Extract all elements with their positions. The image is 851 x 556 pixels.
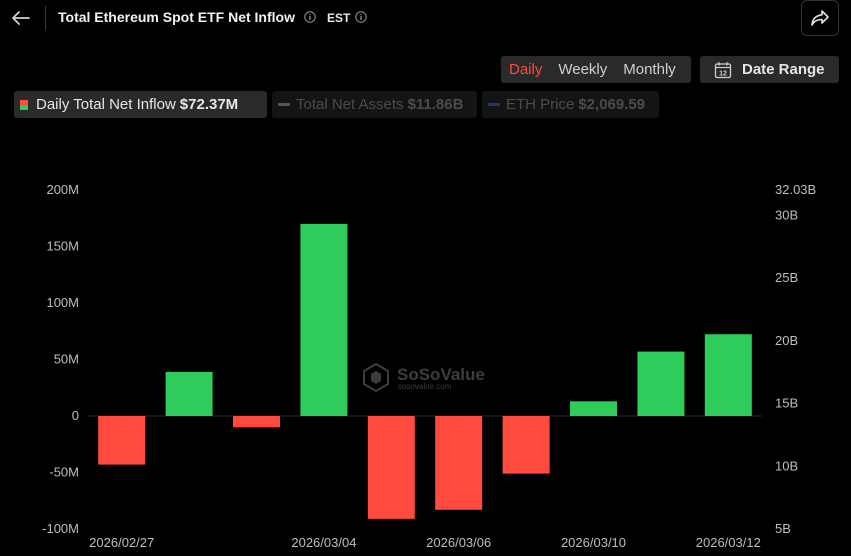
x-tick-label: 2026/03/12 <box>696 535 761 550</box>
bar-color-swatch <box>20 99 28 110</box>
sosovalue-logo-icon <box>363 362 389 393</box>
watermark-domain: sosovalue.com <box>398 382 452 391</box>
date-range-button[interactable]: 12 Date Range <box>700 56 839 83</box>
legend-daily-net-inflow[interactable]: Daily Total Net Inflow $72.37M <box>14 91 267 118</box>
y2-tick-label: 30B <box>775 207 798 222</box>
legend-label: Total Net Assets <box>296 96 404 113</box>
info-icon[interactable] <box>304 11 316 23</box>
y2-tick-label: 25B <box>775 270 798 285</box>
legend-value: $2,069.59 <box>578 96 646 113</box>
y-axis-left: -100M -50M 0 50M 100M 150M 200M <box>42 182 79 536</box>
x-tick-label: 2026/03/04 <box>291 535 356 550</box>
x-tick-label: 2026/02/27 <box>89 535 154 550</box>
y2-tick-label: 10B <box>775 458 798 473</box>
share-button[interactable] <box>801 0 839 36</box>
tab-daily[interactable]: Daily <box>509 61 543 78</box>
bar-2026/03/05 <box>367 416 415 519</box>
share-icon <box>811 10 829 26</box>
calendar-icon: 12 <box>714 61 732 78</box>
bar-2026/03/12 <box>704 334 752 416</box>
y-tick-label: -100M <box>42 521 79 536</box>
timezone-info-icon[interactable] <box>355 11 367 23</box>
bar-2026/03/02 <box>165 371 213 416</box>
y-tick-label: -50M <box>49 465 79 480</box>
y2-tick-label: 5B <box>775 521 791 536</box>
bar-2026/03/11 <box>637 351 685 416</box>
legend-value: $72.37M <box>179 96 239 113</box>
legend-total-net-assets[interactable]: Total Net Assets $11.86B <box>272 91 477 118</box>
bar-2026/03/04 <box>300 223 348 416</box>
y-tick-label: 150M <box>46 239 79 254</box>
y2-tick-label: 32.03B <box>775 182 816 197</box>
sosovalue-watermark: SoSoValue sosovalue.com <box>363 362 485 393</box>
bar-series <box>98 223 752 519</box>
back-button[interactable] <box>8 6 34 30</box>
header-divider <box>45 6 46 30</box>
bar-2026/03/06 <box>435 416 483 510</box>
bar-2026/02/27 <box>98 416 146 465</box>
y-tick-label: 200M <box>46 182 79 197</box>
tab-weekly[interactable]: Weekly <box>558 61 608 78</box>
line-color-swatch <box>278 103 290 106</box>
line-color-swatch <box>488 103 500 106</box>
y2-tick-label: 15B <box>775 396 798 411</box>
calendar-day: 12 <box>719 70 727 77</box>
bar-2026/03/03 <box>233 416 280 428</box>
bar-2026/03/09 <box>502 416 550 474</box>
legend-label: ETH Price <box>506 96 575 113</box>
x-tick-label: 2026/03/06 <box>426 535 491 550</box>
timezone-label: EST <box>327 11 351 25</box>
y-tick-label: 50M <box>54 352 79 367</box>
y-axis-right: 5B 10B 15B 20B 25B 30B 32.03B <box>775 182 816 536</box>
x-axis: 2026/02/27 2026/03/04 2026/03/06 2026/03/10… <box>89 535 761 550</box>
bar-2026/03/10 <box>570 401 617 416</box>
y-tick-label: 0 <box>72 408 79 423</box>
date-range-label: Date Range <box>742 61 825 78</box>
watermark-brand: SoSoValue <box>397 365 485 384</box>
page-title: Total Ethereum Spot ETF Net Inflow <box>58 9 295 25</box>
y-tick-label: 100M <box>46 295 79 310</box>
y2-tick-label: 20B <box>775 333 798 348</box>
tab-monthly[interactable]: Monthly <box>623 61 676 78</box>
header-bar: Total Ethereum Spot ETF Net Inflow EST <box>0 0 851 38</box>
x-tick-label: 2026/03/10 <box>561 535 626 550</box>
period-toggle: Daily Weekly Monthly <box>501 56 691 83</box>
arrow-left-icon <box>12 11 30 25</box>
net-inflow-chart: SoSoValue sosovalue.com -100M -50M 0 50M 100… <box>42 182 816 550</box>
legend-value: $11.86B <box>407 96 464 113</box>
legend-eth-price[interactable]: ETH Price $2,069.59 <box>482 91 659 118</box>
legend-label: Daily Total Net Inflow <box>36 96 176 113</box>
